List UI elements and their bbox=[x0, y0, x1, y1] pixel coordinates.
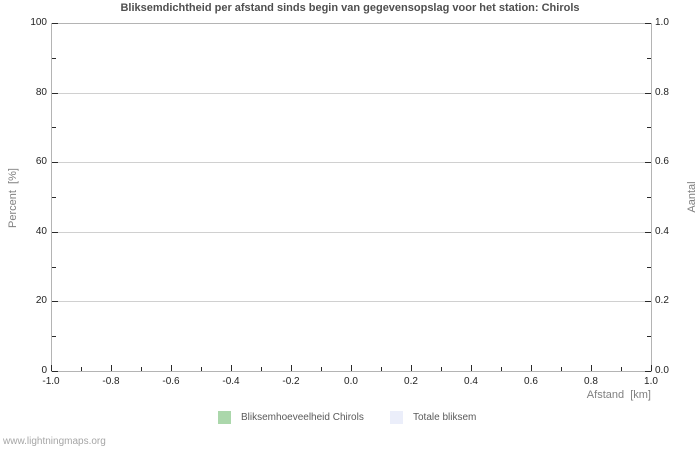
tick-x-18 bbox=[591, 365, 592, 371]
tick-label-x-6: 0.2 bbox=[404, 376, 418, 387]
tick-left-8 bbox=[52, 93, 58, 94]
tick-right-2 bbox=[645, 301, 651, 302]
tick-label-y-right-4: 0.8 bbox=[655, 87, 669, 98]
tick-left-3 bbox=[52, 267, 56, 268]
plot-area bbox=[51, 23, 652, 372]
tick-right-6 bbox=[645, 162, 651, 163]
tick-label-y-left-3: 60 bbox=[35, 156, 47, 167]
tick-label-y-right-1: 0.2 bbox=[655, 295, 669, 306]
tick-right-1 bbox=[647, 336, 651, 337]
tick-left-1 bbox=[52, 336, 56, 337]
legend-swatch-green bbox=[218, 411, 231, 424]
tick-x-11 bbox=[381, 367, 382, 371]
tick-x-17 bbox=[561, 367, 562, 371]
tick-label-y-left-1: 20 bbox=[35, 295, 47, 306]
tick-left-6 bbox=[52, 162, 58, 163]
tick-left-9 bbox=[52, 58, 56, 59]
tick-left-7 bbox=[52, 127, 56, 128]
tick-x-5 bbox=[201, 367, 202, 371]
x-axis-label: Afstand [km] bbox=[586, 389, 651, 401]
gridline-y-40 bbox=[52, 232, 651, 233]
tick-left-10 bbox=[52, 23, 58, 24]
tick-label-x-5: 0.0 bbox=[344, 376, 358, 387]
tick-label-x-1: -0.8 bbox=[102, 376, 120, 387]
tick-label-y-left-2: 40 bbox=[35, 226, 47, 237]
gridline-y-60 bbox=[52, 162, 651, 163]
tick-x-15 bbox=[501, 367, 502, 371]
tick-x-0 bbox=[51, 365, 52, 371]
tick-label-y-left-5: 100 bbox=[30, 17, 47, 28]
tick-x-6 bbox=[231, 365, 232, 371]
tick-label-y-right-2: 0.4 bbox=[655, 226, 669, 237]
legend-label-totale-bliksem: Totale bliksem bbox=[413, 412, 477, 423]
tick-label-x-10: 1.0 bbox=[644, 376, 658, 387]
tick-x-12 bbox=[411, 365, 412, 371]
tick-x-1 bbox=[81, 367, 82, 371]
tick-label-x-7: 0.4 bbox=[464, 376, 478, 387]
tick-x-9 bbox=[321, 367, 322, 371]
tick-x-20 bbox=[651, 365, 652, 371]
tick-label-x-4: -0.2 bbox=[282, 376, 300, 387]
gridline-y-80 bbox=[52, 93, 651, 94]
tick-x-16 bbox=[531, 365, 532, 371]
tick-label-y-right-5: 1.0 bbox=[655, 17, 669, 28]
tick-right-4 bbox=[645, 232, 651, 233]
tick-x-10 bbox=[351, 365, 352, 371]
tick-x-7 bbox=[261, 367, 262, 371]
tick-label-y-left-0: 0 bbox=[41, 365, 47, 376]
tick-label-x-9: 0.8 bbox=[584, 376, 598, 387]
tick-x-4 bbox=[171, 365, 172, 371]
tick-left-4 bbox=[52, 232, 58, 233]
tick-left-0 bbox=[52, 371, 58, 372]
tick-label-x-8: 0.6 bbox=[524, 376, 538, 387]
legend-swatch-lavender bbox=[390, 411, 403, 424]
tick-right-3 bbox=[647, 267, 651, 268]
legend-label-bliksemhoeveelheid: Bliksemhoeveelheid Chirols bbox=[241, 412, 364, 423]
gridline-y-20 bbox=[52, 301, 651, 302]
watermark: www.lightningmaps.org bbox=[3, 436, 106, 447]
tick-right-9 bbox=[647, 58, 651, 59]
tick-label-x-2: -0.6 bbox=[162, 376, 180, 387]
tick-x-19 bbox=[621, 367, 622, 371]
tick-x-14 bbox=[471, 365, 472, 371]
y-axis-label-right: Aantal bbox=[686, 181, 698, 213]
tick-label-x-3: -0.4 bbox=[222, 376, 240, 387]
tick-label-y-right-3: 0.6 bbox=[655, 156, 669, 167]
tick-label-x-0: -1.0 bbox=[42, 376, 60, 387]
tick-left-2 bbox=[52, 301, 58, 302]
tick-x-2 bbox=[111, 365, 112, 371]
tick-right-7 bbox=[647, 127, 651, 128]
tick-right-8 bbox=[645, 93, 651, 94]
tick-right-5 bbox=[647, 197, 651, 198]
tick-right-0 bbox=[645, 371, 651, 372]
chart-title: Bliksemdichtheid per afstand sinds begin… bbox=[120, 2, 580, 14]
tick-x-13 bbox=[441, 367, 442, 371]
tick-x-3 bbox=[141, 367, 142, 371]
tick-right-10 bbox=[645, 23, 651, 24]
tick-x-8 bbox=[291, 365, 292, 371]
tick-label-y-right-0: 0.0 bbox=[655, 365, 669, 376]
y-axis-label-left: Percent [%] bbox=[7, 168, 19, 228]
legend-item-bliksemhoeveelheid: Bliksemhoeveelheid Chirols bbox=[218, 410, 364, 425]
tick-left-5 bbox=[52, 197, 56, 198]
legend-item-totale-bliksem: Totale bliksem bbox=[390, 410, 476, 425]
tick-label-y-left-4: 80 bbox=[35, 87, 47, 98]
